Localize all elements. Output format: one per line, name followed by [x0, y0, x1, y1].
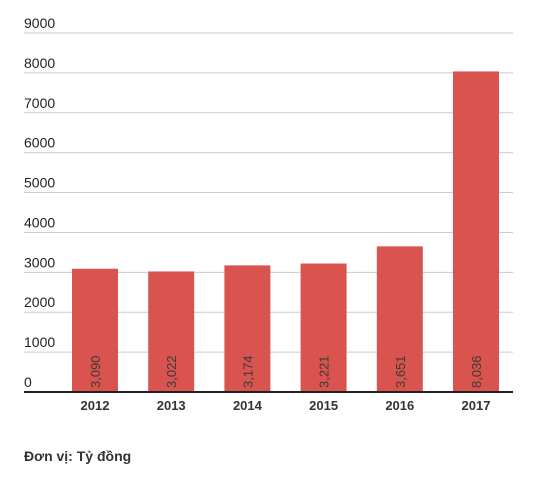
bar-2014	[224, 265, 271, 392]
unit-note: Đơn vị: Tỷ đồng	[24, 448, 132, 464]
data-label-2012: 3,090	[88, 355, 103, 388]
data-labels: 3,090 3,022 3,174 3,221 3,651 8,036	[88, 355, 484, 388]
x-tick-label-2013: 2013	[157, 398, 186, 413]
bar-chart: 0 1000 2000 3000 4000 5000 6000 7000 8000 9000 3,…	[24, 15, 513, 413]
y-tick-label: 6000	[24, 135, 55, 151]
y-tick-label: 4000	[24, 214, 55, 230]
bar-2012	[72, 268, 118, 392]
y-tick-label: 7000	[24, 95, 55, 111]
y-tick-label: 8000	[24, 55, 55, 71]
data-label-2013: 3,022	[164, 355, 179, 388]
y-tick-label: 5000	[24, 175, 55, 191]
y-tick-label: 1000	[24, 334, 55, 350]
bar-2015	[300, 263, 347, 392]
bars	[72, 71, 499, 393]
y-tick-label: 9000	[24, 15, 55, 31]
data-label-2014: 3,174	[240, 355, 255, 388]
y-axis-tick-labels: 0 1000 2000 3000 4000 5000 6000 7000 8000 9000	[24, 15, 55, 390]
x-tick-label-2016: 2016	[385, 398, 414, 413]
x-axis-category-labels: 2012 2013 2014 2015 2016 2017	[81, 398, 491, 413]
y-tick-label: 3000	[24, 254, 55, 270]
y-tick-label: 0	[24, 374, 32, 390]
x-tick-label-2017: 2017	[462, 398, 491, 413]
x-tick-label-2015: 2015	[309, 398, 338, 413]
data-label-2017: 8,036	[469, 355, 484, 388]
x-tick-label-2014: 2014	[233, 398, 263, 413]
bar-2013	[148, 271, 195, 392]
x-tick-label-2012: 2012	[81, 398, 110, 413]
y-tick-label: 2000	[24, 294, 55, 310]
bar-2016	[376, 246, 423, 392]
bar-2017	[453, 71, 499, 393]
data-label-2015: 3,221	[317, 355, 332, 388]
data-label-2016: 3,651	[393, 355, 408, 388]
